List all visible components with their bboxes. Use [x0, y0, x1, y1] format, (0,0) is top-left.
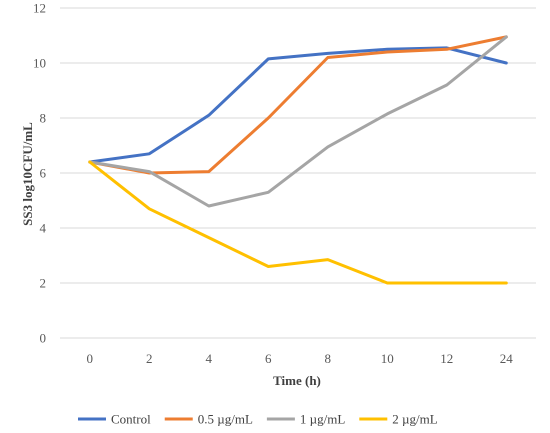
y-axis-title: SS3 log10CFU/mL	[20, 122, 35, 226]
y-tick-label: 8	[40, 111, 47, 126]
x-axis-title: Time (h)	[273, 373, 321, 388]
series-line-3	[88, 160, 508, 285]
x-tick-label: 4	[206, 351, 213, 366]
legend-label: Control	[111, 412, 151, 427]
x-tick-label: 12	[440, 351, 453, 366]
series-line-0	[88, 46, 508, 164]
series-line-1	[88, 35, 508, 175]
y-tick-label: 10	[33, 56, 46, 71]
x-tick-label: 6	[265, 351, 272, 366]
legend-label: 1 µg/mL	[300, 412, 345, 427]
x-axis-ticks: 0 2 4 6 8 10 12 24	[87, 351, 514, 366]
series-lines	[88, 35, 508, 285]
x-tick-label: 8	[325, 351, 332, 366]
y-tick-label: 6	[40, 166, 47, 181]
y-tick-label: 4	[40, 221, 47, 236]
y-axis-ticks: 0 2 4 6 8 10 12	[33, 1, 47, 346]
y-tick-label: 2	[40, 276, 47, 291]
legend-label: 0.5 µg/mL	[198, 412, 253, 427]
x-tick-label: 0	[87, 351, 94, 366]
legend: Control 0.5 µg/mL 1 µg/mL 2 µg/mL	[78, 412, 438, 427]
x-tick-label: 10	[381, 351, 394, 366]
gridlines	[60, 7, 536, 339]
y-tick-label: 0	[40, 331, 47, 346]
legend-label: 2 µg/mL	[392, 412, 437, 427]
y-tick-label: 12	[33, 1, 46, 16]
x-tick-label: 24	[500, 351, 514, 366]
x-tick-label: 2	[146, 351, 153, 366]
series-line-2	[88, 35, 508, 208]
